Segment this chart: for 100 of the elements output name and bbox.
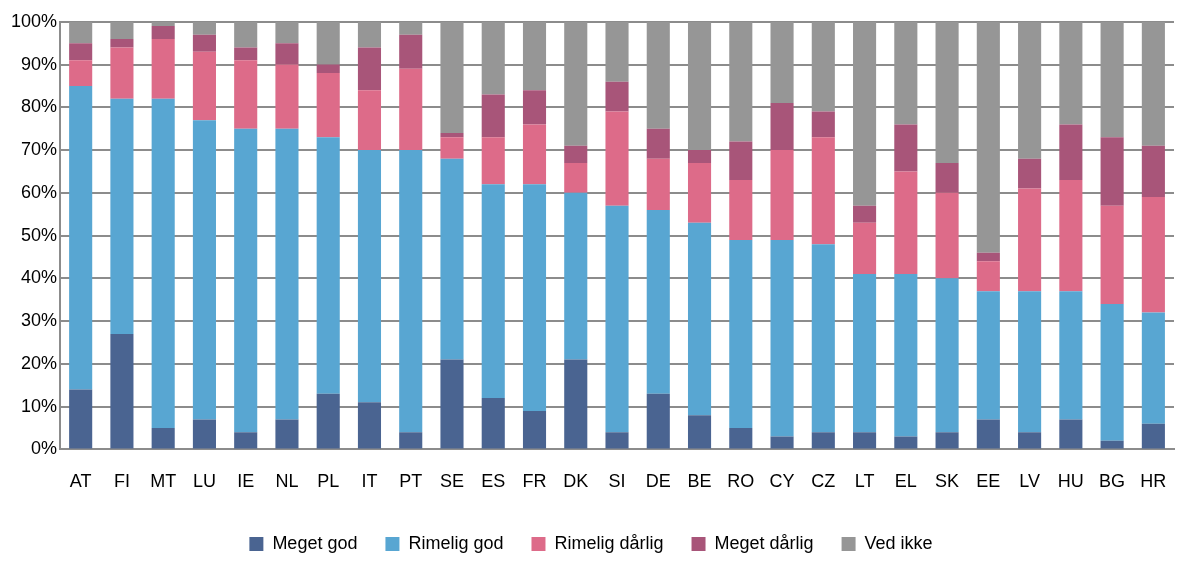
- x-tick-label: EE: [976, 471, 1001, 492]
- bar: [1059, 419, 1083, 449]
- y-tick-label: 0%: [31, 438, 58, 459]
- bar: [316, 64, 340, 74]
- bar: [687, 162, 712, 223]
- x-tick-label: PL: [317, 471, 340, 492]
- bar: [481, 137, 505, 185]
- bar: [853, 274, 877, 433]
- bar: [770, 103, 794, 151]
- legend-label: Rimelig dårlig: [554, 532, 664, 553]
- legend-label: Ved ikke: [864, 532, 933, 553]
- bar: [646, 209, 670, 394]
- bar: [646, 158, 670, 210]
- bar: [399, 432, 423, 449]
- bar: [275, 128, 299, 420]
- bar: [1018, 291, 1042, 433]
- bar: [646, 393, 670, 449]
- bar: [1100, 304, 1124, 441]
- x-tick-label: ES: [481, 471, 506, 492]
- legend-label: Meget god: [272, 532, 358, 553]
- bar: [935, 192, 959, 279]
- bar: [151, 98, 175, 429]
- y-tick-label: 80%: [21, 96, 58, 117]
- bar: [357, 402, 382, 449]
- x-tick-label: BE: [687, 471, 712, 492]
- bar: [440, 137, 464, 159]
- bar: [481, 398, 505, 449]
- bar: [976, 291, 1000, 420]
- bar: [357, 150, 382, 403]
- bar: [976, 252, 1000, 262]
- bar: [687, 150, 712, 163]
- bar: [853, 432, 877, 449]
- bar: [192, 51, 216, 121]
- bar: [1059, 180, 1083, 292]
- bar: [1141, 197, 1165, 313]
- bar: [522, 124, 547, 185]
- bar: [811, 244, 835, 433]
- bar: [1059, 124, 1083, 181]
- bar: [275, 419, 299, 449]
- bar: [69, 43, 93, 61]
- bar: [151, 428, 175, 449]
- bar: [522, 184, 547, 411]
- bar: [811, 137, 835, 245]
- bar: [234, 128, 258, 433]
- bar: [399, 34, 423, 69]
- bar: [151, 26, 175, 39]
- bar: [357, 47, 382, 91]
- bar: [564, 162, 588, 193]
- bar: [316, 73, 340, 138]
- x-tick-label: LV: [1019, 471, 1040, 492]
- x-tick-label: RO: [727, 471, 755, 492]
- bar: [151, 38, 175, 99]
- y-tick-label: 50%: [21, 224, 58, 245]
- x-tick-label: IE: [237, 471, 255, 492]
- bar: [729, 180, 753, 240]
- bar: [894, 436, 918, 449]
- y-tick-label: 100%: [10, 10, 58, 31]
- bar: [605, 432, 629, 449]
- bar: [1100, 205, 1124, 305]
- x-tick-label: EL: [894, 471, 917, 492]
- bar: [605, 111, 629, 206]
- bar: [770, 239, 794, 437]
- bar: [440, 158, 464, 360]
- x-tick-label: HU: [1057, 471, 1084, 492]
- bar: [275, 64, 299, 129]
- bar: [440, 132, 464, 138]
- x-tick-label: PT: [399, 471, 423, 492]
- bar: [646, 128, 670, 159]
- y-tick-label: 70%: [21, 139, 58, 160]
- bar: [894, 124, 918, 172]
- legend-label: Rimelig god: [408, 532, 504, 553]
- bar: [935, 278, 959, 433]
- bar: [110, 47, 134, 99]
- bar: [853, 222, 877, 275]
- bar: [1141, 145, 1165, 198]
- x-tick-label: SE: [439, 471, 464, 492]
- bar: [234, 432, 258, 449]
- bar: [811, 432, 835, 449]
- x-tick-label: DE: [645, 471, 671, 492]
- bar: [770, 436, 794, 449]
- bar: [1100, 440, 1124, 449]
- bar: [811, 111, 835, 138]
- bar: [110, 333, 134, 449]
- bar: [894, 171, 918, 275]
- bar: [69, 60, 93, 86]
- legend-label: Meget dårlig: [714, 532, 814, 553]
- x-tick-label: MT: [150, 471, 177, 492]
- bar: [564, 145, 588, 163]
- bar: [605, 205, 629, 433]
- x-tick-label: LT: [854, 471, 875, 492]
- x-tick-label: DK: [563, 471, 589, 492]
- bar: [1141, 312, 1165, 424]
- bar: [399, 68, 423, 151]
- bar: [687, 415, 712, 449]
- bar: [687, 222, 712, 416]
- bar: [1018, 432, 1042, 449]
- x-tick-label: LU: [192, 471, 216, 492]
- bar: [935, 162, 959, 193]
- bar: [1018, 158, 1042, 189]
- bar: [1100, 137, 1124, 206]
